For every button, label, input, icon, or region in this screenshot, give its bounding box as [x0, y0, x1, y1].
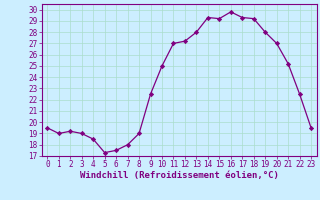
X-axis label: Windchill (Refroidissement éolien,°C): Windchill (Refroidissement éolien,°C) [80, 171, 279, 180]
